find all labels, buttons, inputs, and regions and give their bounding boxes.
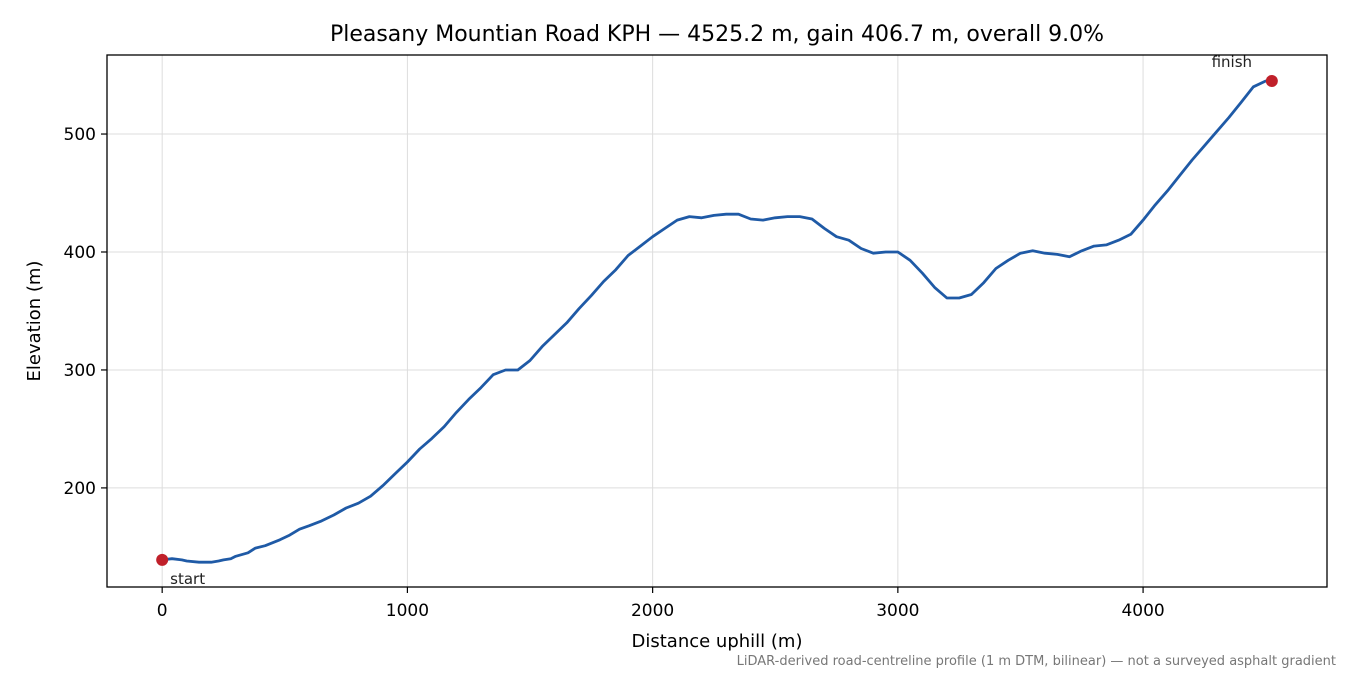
x-tick-label: 3000	[876, 601, 919, 621]
elevation-series-line	[162, 79, 1272, 564]
x-tick-label: 2000	[631, 601, 674, 621]
y-tick-label: 400	[64, 243, 96, 263]
x-tick-label: 0	[157, 601, 168, 621]
x-axis-label: Distance uphill (m)	[632, 631, 803, 652]
x-axis-ticks: 0 1000 2000 3000 4000	[157, 587, 1165, 621]
y-tick-label: 500	[64, 125, 96, 145]
start-marker	[156, 553, 169, 566]
x-tick-label: 1000	[386, 601, 429, 621]
y-axis-ticks: 200 300 400 500	[64, 125, 107, 499]
y-tick-label: 200	[64, 479, 96, 499]
x-tick-label: 4000	[1121, 601, 1164, 621]
plot-area-frame	[106, 54, 1328, 588]
start-label: start	[170, 570, 205, 588]
y-tick-label: 300	[64, 361, 96, 381]
finish-label: finish	[1212, 53, 1252, 71]
y-axis-label: Elevation (m)	[24, 261, 45, 382]
grid-lines	[107, 55, 1327, 587]
footnote: LiDAR-derived road-centreline profile (1…	[737, 654, 1336, 669]
chart-title: Pleasany Mountian Road KPH — 4525.2 m, g…	[330, 22, 1104, 47]
finish-marker	[1265, 74, 1278, 87]
